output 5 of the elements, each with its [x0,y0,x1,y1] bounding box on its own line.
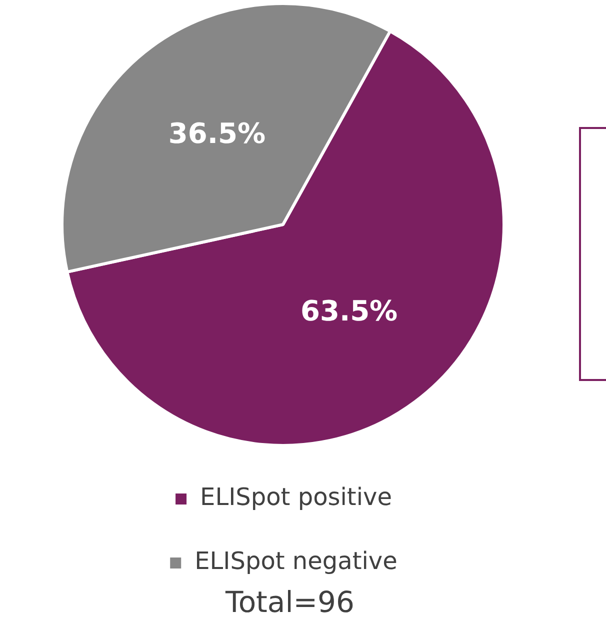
text: Total=96 [224,585,356,619]
data-label: 63.5% [300,294,398,328]
legend-label: ELISpot negative [194,547,398,576]
data-label: 36.5% [168,117,266,150]
legend-label: ELISpot positive [200,483,392,512]
